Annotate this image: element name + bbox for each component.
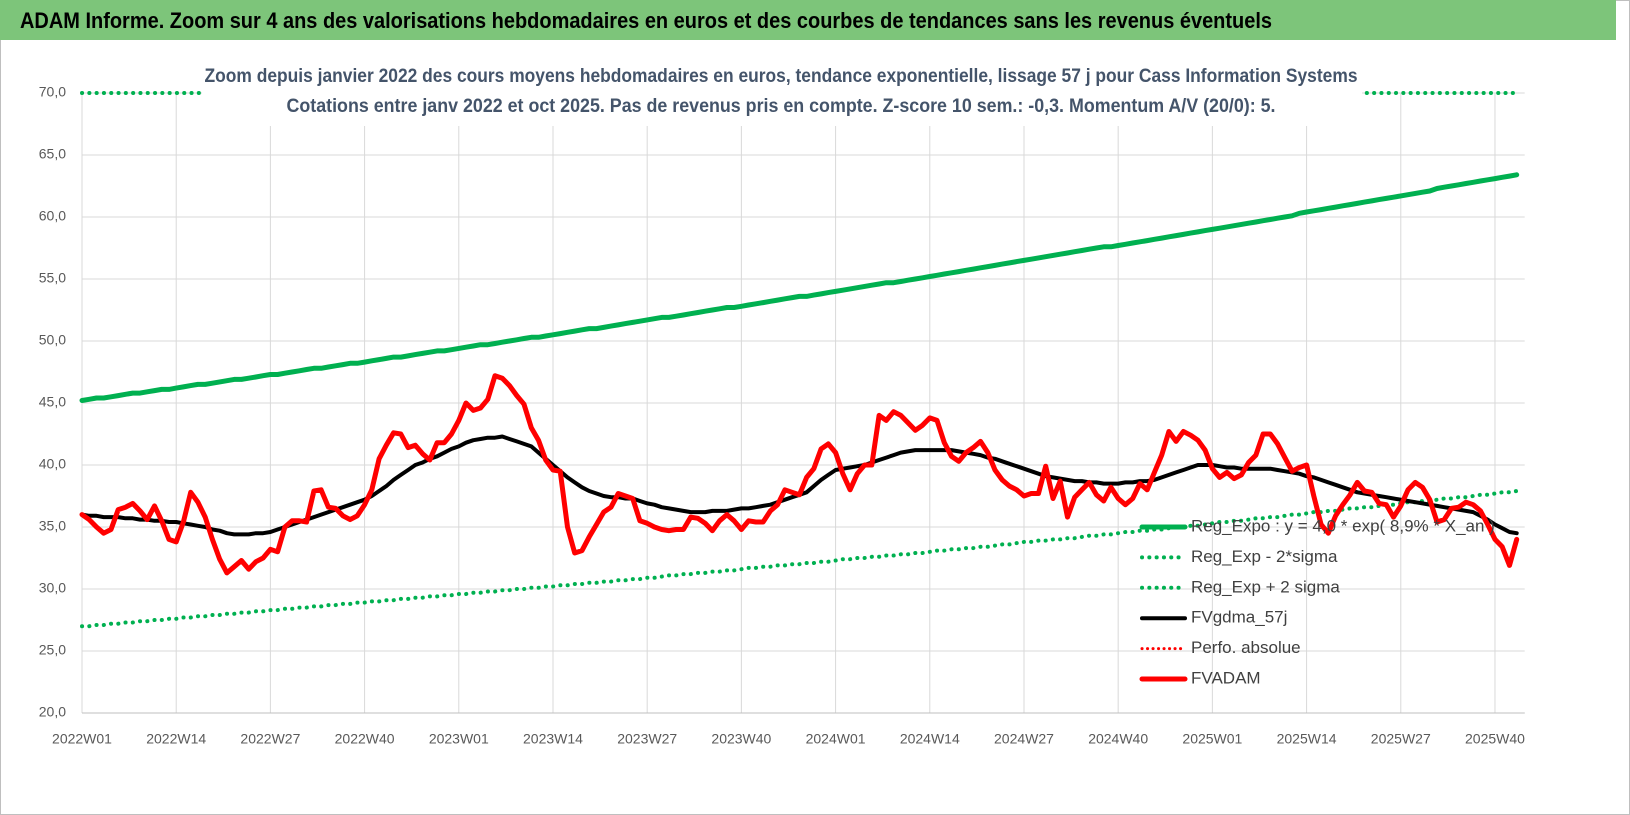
x-tick-label: 2025W14 <box>1277 731 1337 747</box>
x-tick-label: 2023W01 <box>429 731 489 747</box>
x-tick-label: 2025W01 <box>1182 731 1242 747</box>
chart-title: Zoom depuis janvier 2022 des cours moyen… <box>205 66 1358 87</box>
series-line <box>80 489 1519 629</box>
header-band <box>0 0 1616 40</box>
x-tick-label: 2024W01 <box>806 731 866 747</box>
y-tick-label: 30,0 <box>39 580 66 596</box>
plot-area: 20,0 25,0 30,0 35,0 40,0 45,0 50,0 55,0 60,0 65,0… <box>39 84 1525 747</box>
x-tick-label: 2024W27 <box>994 731 1054 747</box>
x-tick-label: 2023W14 <box>523 731 583 747</box>
y-tick-label: 70,0 <box>39 84 66 100</box>
y-tick-label: 50,0 <box>39 332 66 348</box>
x-tick-label: 2022W14 <box>146 731 206 747</box>
y-tick-label: 55,0 <box>39 270 66 286</box>
x-tick-label: 2022W40 <box>335 731 395 747</box>
x-tick-label: 2025W40 <box>1465 731 1525 747</box>
legend-label: Reg_Exp + 2 sigma <box>1191 577 1340 596</box>
y-tick-label: 25,0 <box>39 642 66 658</box>
x-tick-label: 2024W14 <box>900 731 960 747</box>
page-title: ADAM Informe. Zoom sur 4 ans des valoris… <box>20 8 1272 33</box>
series-line <box>79 172 1520 403</box>
x-tick-label: 2022W27 <box>240 731 300 747</box>
y-tick-label: 65,0 <box>39 146 66 162</box>
x-tick-label: 2025W27 <box>1371 731 1431 747</box>
chart-subtitle: Cotations entre janv 2022 et oct 2025. P… <box>287 96 1276 117</box>
legend-label: Reg_Exp - 2*sigma <box>1191 547 1338 566</box>
y-tick-label: 35,0 <box>39 518 66 534</box>
y-tick-label: 40,0 <box>39 456 66 472</box>
legend: Reg_Expo : y = 4,0 * exp( 8,9% * X_an ) R… <box>1139 516 1495 687</box>
title-box <box>202 58 1362 126</box>
y-tick-label: 45,0 <box>39 394 66 410</box>
legend-label: FVADAM <box>1191 668 1261 687</box>
x-tick-label: 2022W01 <box>52 731 112 747</box>
legend-label: Perfo. absolue <box>1191 638 1301 657</box>
legend-label: FVgdma_57j <box>1191 608 1287 627</box>
series-line <box>79 373 1520 576</box>
y-tick-label: 60,0 <box>39 208 66 224</box>
x-tick-label: 2024W40 <box>1088 731 1148 747</box>
y-tick-label: 20,0 <box>39 704 66 720</box>
legend-label: Reg_Expo : y = 4,0 * exp( 8,9% * X_an ) <box>1191 516 1495 535</box>
x-tick-label: 2023W40 <box>711 731 771 747</box>
x-tick-label: 2023W27 <box>617 731 677 747</box>
